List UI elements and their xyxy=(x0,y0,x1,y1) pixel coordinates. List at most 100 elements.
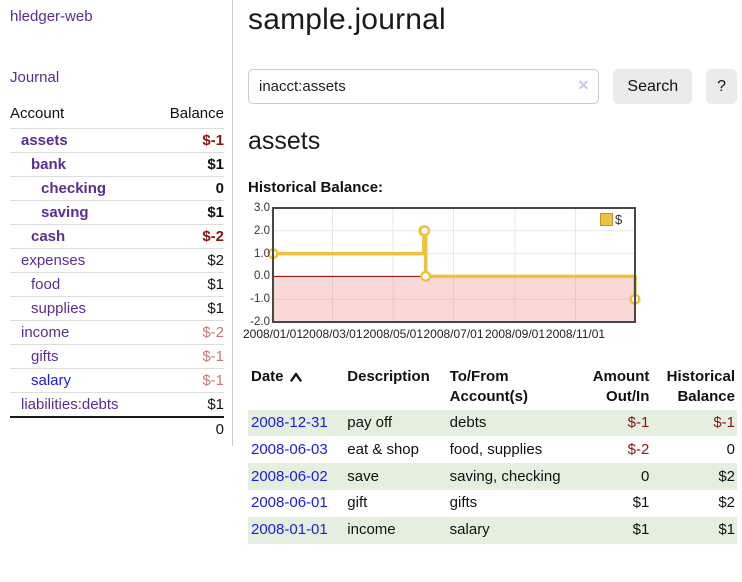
register-header-date: Date xyxy=(248,365,347,410)
transaction-balance: $1 xyxy=(657,516,737,544)
sidebar-account-link-supplies[interactable]: supplies xyxy=(31,300,87,317)
sidebar-account-link-checking[interactable]: checking xyxy=(41,180,107,197)
chart-title: Historical Balance: xyxy=(248,179,384,196)
sidebar-account-link-cash[interactable]: cash xyxy=(31,228,66,245)
transaction-amount: $1 xyxy=(632,494,650,512)
register-row: 2008-12-31 pay off debts $-1 $-1 xyxy=(248,409,737,437)
account-balance: $-1 xyxy=(152,344,224,369)
transaction-accounts: gifts xyxy=(449,494,478,512)
page-title: sample.journal xyxy=(248,3,446,36)
account-balance: $-1 xyxy=(152,128,224,153)
transaction-accounts: debts xyxy=(449,409,585,437)
account-balance: $-1 xyxy=(152,368,224,393)
search-input[interactable] xyxy=(248,69,600,104)
y-axis-tick-label: 2.0 xyxy=(254,224,270,237)
accounts-table: Account Balance assets $-1 bank $1 checking 0… xyxy=(10,101,224,441)
sort-ascending-icon xyxy=(289,372,302,382)
data-point-marker xyxy=(419,225,431,237)
x-axis-tick-label: 2008/07/01 xyxy=(423,327,484,341)
y-axis-tick-label: 1.0 xyxy=(254,247,270,260)
search-box: ✕ xyxy=(248,69,600,104)
transaction-balance: $2 xyxy=(718,494,735,512)
register-row: 2008-06-01 gift gifts $1 $2 xyxy=(248,490,737,517)
account-row: salary $-1 xyxy=(10,368,224,393)
historical-balance-chart: $ 3.0 2.0 1.0 0.0 -1.0 -2.0 2008/01/01 2008/03/… xyxy=(243,202,737,345)
sidebar-account-link-expenses[interactable]: expenses xyxy=(21,252,86,269)
account-row: supplies $1 xyxy=(10,296,224,321)
account-row: checking 0 xyxy=(10,176,224,201)
transaction-accounts: food, supplies xyxy=(449,440,543,458)
register-header-description: Description xyxy=(347,368,430,385)
x-axis-tick-label: 2008/11/01 xyxy=(545,327,606,341)
transaction-date-link[interactable]: 2008-01-01 xyxy=(251,521,328,539)
y-axis-tick-label: -1.0 xyxy=(250,293,270,306)
main-content: sample.journal ✕ Search ? assets Histori… xyxy=(243,0,737,544)
transaction-description: eat & shop xyxy=(347,440,419,458)
account-balance: $1 xyxy=(152,272,224,297)
account-heading: assets xyxy=(248,127,321,155)
account-balance: $1 xyxy=(152,392,224,417)
account-balance: $1 xyxy=(152,296,224,321)
register-header-amount-out-in: Amount Out/In xyxy=(592,368,650,405)
transaction-balance: $2 xyxy=(657,463,737,490)
negative-region xyxy=(273,276,635,322)
y-axis-tick-label: 0.0 xyxy=(254,270,270,283)
data-point-marker xyxy=(420,270,432,282)
accounts-header-account: Account xyxy=(10,105,65,122)
sidebar-account-link-liabilities-debts[interactable]: liabilities:debts xyxy=(21,396,119,413)
transaction-description: save xyxy=(347,463,450,490)
sidebar-account-link-gifts[interactable]: gifts xyxy=(31,348,59,365)
sidebar-account-link-assets[interactable]: assets xyxy=(21,132,68,149)
y-axis-tick-label: 3.0 xyxy=(254,202,270,214)
register-row: 2008-01-01 income salary $1 $1 xyxy=(248,516,737,544)
register-header-to-from-account-s-: To/From Account(s) xyxy=(449,368,529,405)
sidebar-account-link-income[interactable]: income xyxy=(21,324,70,341)
x-axis-tick-label: 2008/09/01 xyxy=(484,327,546,341)
transaction-amount: $1 xyxy=(584,516,658,544)
account-row: saving $1 xyxy=(10,200,224,225)
sidebar-account-link-salary[interactable]: salary xyxy=(31,372,72,389)
chart-legend: $ xyxy=(598,211,625,228)
register-table: Date Description To/From Account(s) Amount Ou… xyxy=(248,365,737,544)
x-axis-tick-label: 2008/01/01 xyxy=(242,327,304,341)
transaction-description: gift xyxy=(347,494,368,512)
search-button[interactable]: Search xyxy=(613,69,693,104)
transaction-date-link[interactable]: 2008-12-31 xyxy=(251,414,328,432)
legend-label: $ xyxy=(615,212,623,227)
journal-link[interactable]: Journal xyxy=(10,69,60,86)
chart-plot xyxy=(267,207,641,323)
clear-search-icon[interactable]: ✕ xyxy=(577,77,590,93)
x-axis-tick-label: 2008/05/01 xyxy=(362,327,424,341)
help-button[interactable]: ? xyxy=(706,69,737,104)
account-balance: $1 xyxy=(152,200,224,225)
register-header-historical-balance: Historical Balance xyxy=(666,368,735,405)
account-row: gifts $-1 xyxy=(10,344,224,369)
account-balance: $1 xyxy=(152,152,224,177)
register-row: 2008-06-02 save saving, checking 0 $2 xyxy=(248,463,737,490)
x-axis-tick-label: 2008/03/01 xyxy=(302,327,363,341)
transaction-accounts: salary xyxy=(449,516,585,544)
transaction-amount: $-1 xyxy=(584,409,658,437)
account-row: food $1 xyxy=(10,272,224,297)
account-balance: 0 xyxy=(152,176,224,201)
accounts-total-value: 0 xyxy=(152,416,224,441)
transaction-amount: $-2 xyxy=(627,440,650,458)
account-row: assets $-1 xyxy=(10,128,224,153)
search-form: ✕ Search ? xyxy=(248,69,737,104)
transaction-balance: 0 xyxy=(726,440,735,458)
sidebar-account-link-saving[interactable]: saving xyxy=(41,204,89,221)
brand-link[interactable]: hledger-web xyxy=(10,8,93,25)
account-row: expenses $2 xyxy=(10,248,224,273)
sidebar: hledger-web Journal Account Balance asse… xyxy=(0,0,233,446)
account-row: bank $1 xyxy=(10,152,224,177)
transaction-date-link[interactable]: 2008-06-01 xyxy=(251,494,328,512)
transaction-date-link[interactable]: 2008-06-03 xyxy=(251,440,328,458)
register-row: 2008-06-03 eat & shop food, supplies $-2 0 xyxy=(248,436,737,463)
sidebar-account-link-food[interactable]: food xyxy=(31,276,61,293)
transaction-date-link[interactable]: 2008-06-02 xyxy=(251,467,328,485)
legend-swatch-icon xyxy=(600,213,613,226)
y-axis-tick-label: -2.0 xyxy=(250,316,270,328)
transaction-description: pay off xyxy=(347,409,450,437)
transaction-accounts: saving, checking xyxy=(449,463,585,490)
sidebar-account-link-bank[interactable]: bank xyxy=(31,156,67,173)
